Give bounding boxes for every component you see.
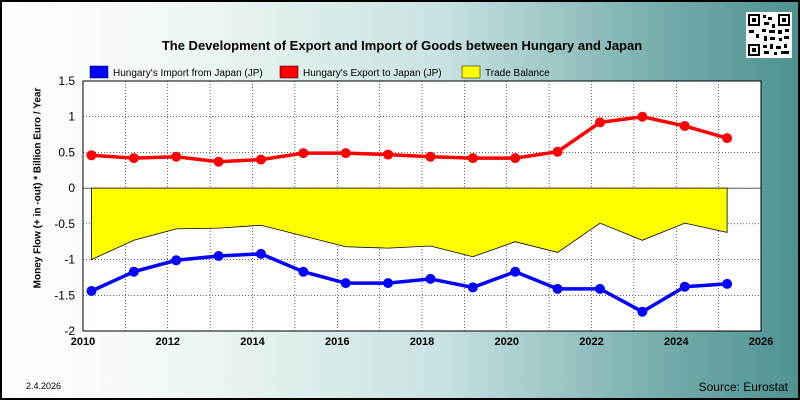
import-point (510, 266, 521, 277)
y-tick-label: -1 (64, 253, 75, 267)
legend-label: Trade Balance (485, 68, 550, 79)
export-point (425, 151, 436, 162)
import-point (171, 255, 182, 266)
chart-title: The Development of Export and Import of … (161, 38, 643, 53)
export-point (552, 146, 563, 157)
import-point (128, 266, 139, 277)
x-tick-label: 2014 (240, 336, 265, 348)
x-tick-label: 2012 (156, 336, 180, 348)
export-point (128, 153, 139, 164)
import-point (467, 282, 478, 293)
export-point (255, 154, 266, 165)
x-tick-label: 2016 (325, 336, 349, 348)
export-point (510, 153, 521, 164)
import-point (383, 278, 394, 289)
export-point (340, 148, 351, 159)
export-point (637, 111, 648, 122)
export-line (91, 114, 728, 164)
export-point (86, 150, 97, 161)
x-tick-label: 2024 (664, 336, 689, 348)
qr-code (746, 12, 792, 58)
export-point (722, 133, 733, 144)
import-point (340, 278, 351, 289)
legend-swatch (279, 65, 299, 79)
y-tick-label: 1.5 (58, 74, 75, 88)
export-point (679, 121, 690, 131)
export-point (298, 148, 309, 159)
legend-swatch (461, 65, 481, 79)
x-tick-label: 2020 (495, 336, 519, 348)
x-tick-label: 2010 (71, 336, 95, 348)
x-tick-label: 2022 (579, 336, 603, 348)
x-tick-label: 2018 (410, 336, 434, 348)
y-tick-label: 0.5 (58, 145, 75, 159)
x-tick-label: 2026 (749, 336, 773, 348)
export-point (467, 153, 478, 164)
date-label: 2.4.2026 (26, 381, 62, 391)
export-point (213, 156, 224, 167)
legend-label: Hungary's Export to Japan (JP) (303, 68, 442, 79)
import-line (90, 252, 728, 314)
import-point (637, 306, 648, 317)
import-point (425, 273, 436, 284)
legend-swatch (89, 65, 109, 79)
y-tick-label: -2 (64, 324, 75, 338)
import-point (213, 251, 224, 261)
export-point (383, 149, 394, 160)
source-label: Source: Eurostat (698, 380, 788, 394)
import-point (722, 278, 733, 289)
y-tick-label: 1 (68, 110, 75, 124)
import-point (86, 286, 97, 296)
import-point (552, 283, 563, 294)
import-point (594, 283, 605, 294)
y-tick-label: 0 (68, 181, 75, 195)
export-point (594, 117, 605, 128)
export-point (171, 151, 182, 162)
y-tick-label: -0.5 (54, 217, 75, 231)
legend-label: Hungary's Import from Japan (JP) (113, 68, 263, 79)
import-point (679, 281, 690, 292)
y-tick-label: -1.5 (54, 288, 75, 302)
trade-balance-area (91, 187, 728, 261)
import-point (255, 248, 266, 259)
import-point (298, 266, 309, 277)
